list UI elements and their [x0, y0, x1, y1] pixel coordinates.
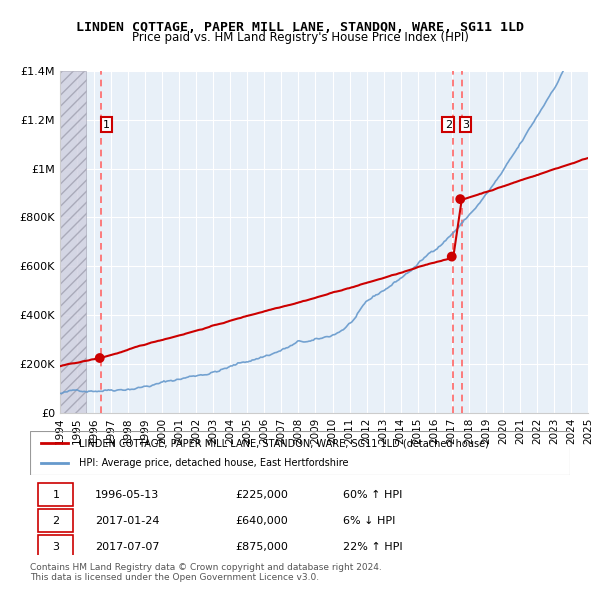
- Text: This data is licensed under the Open Government Licence v3.0.: This data is licensed under the Open Gov…: [30, 573, 319, 582]
- Text: £875,000: £875,000: [235, 542, 288, 552]
- Bar: [60, 71, 86, 413]
- Text: 3: 3: [52, 542, 59, 552]
- Point: [455, 195, 465, 204]
- Text: £640,000: £640,000: [235, 516, 288, 526]
- Text: Contains HM Land Registry data © Crown copyright and database right 2024.: Contains HM Land Registry data © Crown c…: [30, 563, 382, 572]
- Text: HPI: Average price, detached house, East Hertfordshire: HPI: Average price, detached house, East…: [79, 458, 348, 467]
- Text: £225,000: £225,000: [235, 490, 288, 500]
- Text: 3: 3: [462, 120, 469, 130]
- Text: 6% ↓ HPI: 6% ↓ HPI: [343, 516, 395, 526]
- Text: 1: 1: [52, 490, 59, 500]
- Bar: [38, 536, 73, 558]
- Point: [95, 353, 104, 363]
- Text: 2017-01-24: 2017-01-24: [95, 516, 160, 526]
- Text: 2: 2: [52, 516, 59, 526]
- Text: LINDEN COTTAGE, PAPER MILL LANE, STANDON, WARE, SG11 1LD (detached house): LINDEN COTTAGE, PAPER MILL LANE, STANDON…: [79, 438, 488, 448]
- Text: 22% ↑ HPI: 22% ↑ HPI: [343, 542, 403, 552]
- Text: 60% ↑ HPI: 60% ↑ HPI: [343, 490, 403, 500]
- Text: Price paid vs. HM Land Registry's House Price Index (HPI): Price paid vs. HM Land Registry's House …: [131, 31, 469, 44]
- Bar: [38, 509, 73, 532]
- Text: 2: 2: [445, 120, 452, 130]
- Text: LINDEN COTTAGE, PAPER MILL LANE, STANDON, WARE, SG11 1LD: LINDEN COTTAGE, PAPER MILL LANE, STANDON…: [76, 21, 524, 34]
- Text: 2017-07-07: 2017-07-07: [95, 542, 160, 552]
- Bar: [38, 483, 73, 506]
- Point: [447, 252, 457, 261]
- Text: 1996-05-13: 1996-05-13: [95, 490, 159, 500]
- Text: 1: 1: [103, 120, 110, 130]
